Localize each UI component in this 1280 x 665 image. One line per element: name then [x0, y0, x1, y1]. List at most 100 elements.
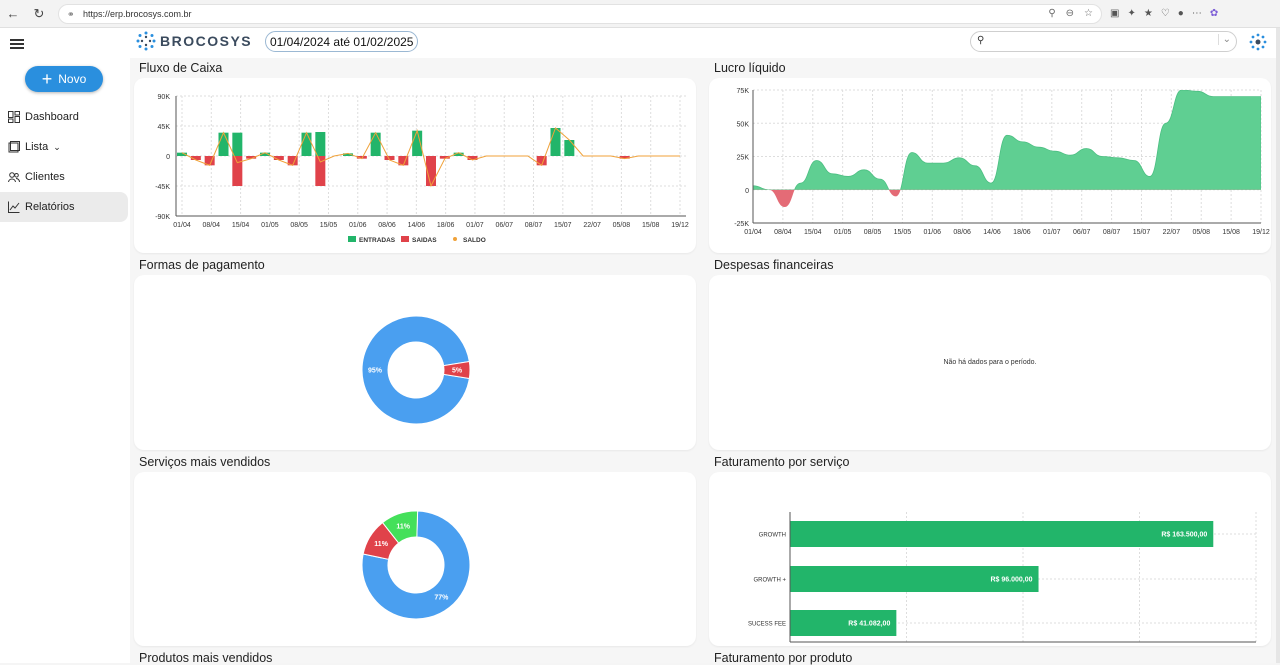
reload-icon[interactable]: ↻ [33, 5, 45, 21]
bar-entradas [260, 152, 270, 156]
zoom-icon[interactable]: ⊖ [1065, 8, 1075, 19]
x-tick-label: 06/07 [495, 222, 513, 229]
card-fluxo-de-caixa: 90K 45K 0 -45K -90K 01/04 08/04 15/04 01/05 08/05… [134, 78, 696, 253]
reader-icon[interactable]: ▣ [1110, 8, 1120, 19]
sidebar-item-lista[interactable]: Lista ⌄ [0, 132, 128, 162]
bar-saidas [536, 156, 547, 166]
bar-value-label: R$ 163.500,00 [1161, 532, 1207, 539]
dashboard-icon [8, 111, 20, 123]
section-title-faturamento-servico: Faturamento por serviço [714, 455, 850, 469]
x-tick-label: 08/04 [203, 222, 221, 229]
favorites-icon[interactable]: ★ [1143, 8, 1153, 19]
sidebar: + Novo Dashboard Lista ⌄ Clientes Relató… [0, 28, 130, 663]
list-icon [8, 141, 20, 153]
bar-entradas [315, 132, 326, 156]
menu-icon[interactable] [10, 39, 24, 49]
x-tick-label: 18/06 [1013, 229, 1031, 236]
x-tick-label: 14/06 [983, 229, 1001, 236]
bar-value-label: R$ 41.082,00 [848, 621, 890, 628]
plus-icon: + [41, 69, 53, 89]
sidebar-item-relatorios[interactable]: Relatórios [0, 192, 128, 222]
formas-chart: 95%5%DINHEIROPIX [361, 315, 471, 466]
more-options-icon[interactable]: ⋯ [1191, 8, 1202, 19]
x-tick-label: 01/04 [173, 222, 191, 229]
settings-gear-icon[interactable] [1248, 32, 1268, 52]
address-bar[interactable]: ⚭ https://erp.brocosys.com.br ⚲ ⊖ ☆ [58, 3, 1102, 24]
legend-label: SALDO [463, 237, 486, 244]
x-tick-label: 08/07 [1103, 229, 1121, 236]
y-tick-label: 0 [745, 188, 749, 195]
bar-entradas [550, 128, 561, 156]
empty-state-text: Não há dados para o período. [943, 359, 1037, 366]
profile-avatar-icon[interactable]: ● [1177, 8, 1184, 19]
slice-label: 5% [452, 368, 463, 375]
sidebar-item-label: Lista [25, 141, 49, 153]
section-title-produtos: Produtos mais vendidos [139, 651, 273, 665]
category-label: GROWTH [759, 533, 786, 539]
x-tick-label: 19/12 [1252, 229, 1270, 236]
search-input[interactable]: ⚲ ⌄ [970, 31, 1237, 52]
password-icon[interactable]: ⚲ [1048, 8, 1056, 19]
x-tick-label: 01/04 [744, 229, 762, 236]
section-title-despesas: Despesas financeiras [714, 258, 834, 272]
users-icon [8, 172, 20, 183]
x-tick-label: 19/12 [671, 222, 689, 229]
page-scrollbar[interactable] [1276, 28, 1280, 663]
bar-entradas [343, 153, 353, 156]
bar-faturamento [790, 521, 1214, 547]
x-tick-label: 15/07 [554, 222, 572, 229]
copilot-icon[interactable]: ✿ [1209, 8, 1219, 19]
card-servicos-vendidos: 77%11%11%GROWTHGROWTH +SUCESS FEE [134, 472, 696, 663]
card-despesas-financeiras: Não há dados para o período. [709, 275, 1271, 450]
x-tick-label: 01/05 [834, 229, 852, 236]
section-title-formas: Formas de pagamento [139, 258, 265, 272]
slice-label: 11% [396, 524, 410, 531]
x-tick-label: 08/06 [378, 222, 396, 229]
x-tick-label: 14/06 [408, 222, 426, 229]
site-info-icon[interactable]: ⚭ [67, 8, 75, 19]
new-button[interactable]: + Novo [25, 66, 103, 92]
bar-faturamento [790, 566, 1039, 592]
section-title-faturamento-produto: Faturamento por produto [714, 651, 853, 665]
bar-saidas [619, 156, 630, 159]
bar-entradas [453, 152, 464, 156]
bar-entradas [301, 132, 312, 156]
x-tick-label: 15/05 [894, 229, 912, 236]
slice-label: 95% [368, 368, 383, 375]
favorite-star-icon[interactable]: ☆ [1084, 8, 1093, 19]
extensions-icon[interactable]: ✦ [1127, 8, 1136, 19]
back-icon[interactable]: ← [6, 6, 20, 21]
x-tick-label: 06/07 [1073, 229, 1091, 236]
servicos-chart: 77%11%11%GROWTHGROWTH +SUCESS FEE [348, 510, 489, 663]
y-tick-label: 0 [166, 154, 170, 161]
date-range-picker[interactable]: 01/04/2024 até 01/02/2025 [265, 31, 419, 52]
card-lucro-liquido: 75K 50K 25K 0 -25K 01/04 08/04 15/04 01/05 08/05 1… [709, 78, 1271, 253]
chevron-down-icon[interactable]: ⌄ [1217, 34, 1231, 45]
x-tick-label: 15/08 [1222, 229, 1240, 236]
slice-label: 77% [434, 595, 449, 602]
sidebar-item-clientes[interactable]: Clientes [0, 162, 128, 192]
wallet-icon[interactable]: ♡ [1160, 8, 1170, 19]
brand-name: BROCOSYS [160, 33, 253, 49]
faturamento-servico-chart: 045K90K135K180KGROWTHR$ 163.500,00GROWTH… [748, 512, 1264, 656]
x-tick-label: 15/08 [642, 222, 660, 229]
bar-entradas [218, 132, 229, 156]
bar-entradas [412, 130, 423, 156]
pie-slice [381, 510, 419, 544]
bar-saidas [287, 156, 298, 166]
pie-slice [361, 510, 471, 620]
bar-saidas [439, 156, 450, 159]
new-button-label: Novo [58, 72, 87, 86]
legend-swatch [348, 236, 356, 242]
sidebar-item-dashboard[interactable]: Dashboard [0, 102, 128, 132]
card-faturamento-servico: 045K90K135K180KGROWTHR$ 163.500,00GROWTH… [709, 472, 1271, 656]
y-tick-label: 45K [158, 124, 171, 131]
brand-logo[interactable]: BROCOSYS [136, 31, 252, 51]
url-text: https://erp.brocosys.com.br [83, 8, 192, 19]
bar-saidas [232, 156, 243, 186]
x-tick-label: 01/07 [1043, 229, 1061, 236]
bar-saidas [426, 156, 436, 186]
x-tick-label: 05/08 [613, 222, 631, 229]
section-title-fluxo: Fluxo de Caixa [139, 61, 223, 75]
